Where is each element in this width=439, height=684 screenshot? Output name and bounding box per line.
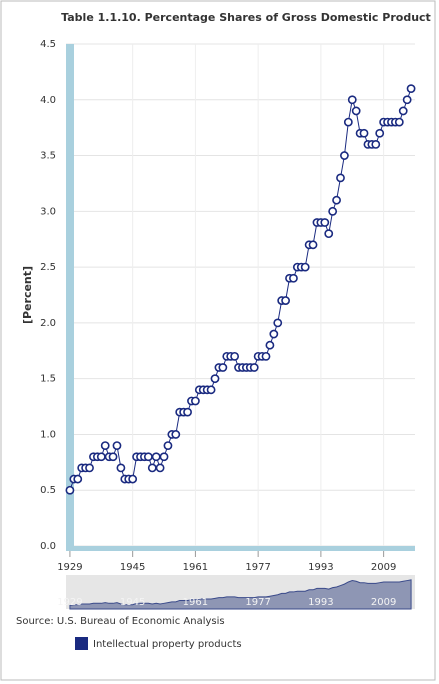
legend-swatch [75, 637, 88, 650]
x-axis-band [66, 546, 415, 551]
data-point [85, 463, 94, 473]
data-point [340, 151, 349, 160]
source: Source: U.S. Bureau of Economic Analysis [16, 616, 225, 627]
data-point [159, 452, 169, 462]
data-point [289, 273, 298, 283]
navigator-label: 1961 [183, 597, 208, 608]
navigator-label: 1945 [120, 597, 145, 608]
data-point [328, 206, 338, 216]
data-point [347, 95, 357, 105]
y-tick-label: 2.0 [40, 318, 56, 329]
chart-title: Table 1.1.10. Percentage Shares of Gross… [61, 11, 431, 24]
data-point [128, 474, 138, 484]
data-point [300, 262, 310, 272]
data-point [320, 218, 330, 227]
data-point [324, 229, 334, 239]
y-tick-label: 1.5 [40, 374, 56, 385]
data-point [163, 441, 173, 450]
data-point [230, 351, 240, 361]
data-point [183, 407, 192, 417]
data-point [402, 95, 412, 105]
data-point [371, 139, 381, 149]
data-point [281, 296, 290, 305]
data-point [155, 463, 165, 473]
data-point [351, 106, 361, 116]
data-point [206, 385, 216, 395]
navigator-label: 1993 [308, 597, 333, 608]
data-point [73, 474, 83, 484]
x-tick-label: 1945 [120, 562, 145, 573]
y-axis-band [66, 44, 74, 551]
data-point [269, 329, 279, 339]
data-point [336, 173, 345, 183]
data-point [332, 195, 341, 205]
data-point [359, 128, 369, 138]
data-point [151, 452, 161, 462]
data-point [100, 441, 110, 450]
data-point [143, 452, 153, 462]
data-point [308, 240, 318, 250]
y-tick-label: 2.5 [40, 262, 56, 273]
data-point [171, 430, 181, 439]
y-tick-label: 3.0 [40, 206, 56, 217]
x-tick-label: 1977 [245, 562, 270, 573]
data-point [343, 117, 353, 127]
navigator-label: 1977 [245, 597, 270, 608]
x-tick-label: 1929 [57, 562, 82, 573]
data-point [218, 363, 228, 372]
data-point [112, 441, 122, 450]
y-tick-label: 0.5 [40, 485, 56, 496]
data-point [65, 485, 75, 495]
y-tick-label: 3.5 [40, 151, 56, 162]
data-point [394, 117, 404, 127]
y-tick-label: 1.0 [40, 429, 56, 440]
data-point [191, 396, 200, 406]
navigator-area [69, 579, 412, 610]
plot-area [66, 44, 415, 546]
data-point [210, 374, 220, 384]
y-axis-label: [Percent] [21, 266, 34, 324]
data-point [265, 340, 275, 350]
y-tick-label: 0.0 [40, 541, 56, 552]
data-point [406, 84, 416, 94]
data-point [96, 452, 106, 462]
data-point [108, 452, 118, 462]
x-tick-label: 1993 [308, 562, 333, 573]
data-point [261, 351, 271, 361]
data-point [249, 363, 259, 372]
x-tick-label: 2009 [371, 562, 396, 573]
y-tick-label: 4.0 [40, 95, 56, 106]
y-tick-label: 4.5 [40, 39, 56, 50]
data-point [147, 463, 157, 473]
data-point [375, 128, 385, 138]
data-point [398, 106, 408, 116]
navigator-label: 2009 [371, 597, 396, 608]
data-point [273, 318, 283, 328]
legend-label: Intellectual property products [93, 639, 242, 650]
navigator-label: 1929 [57, 597, 82, 608]
data-point [116, 463, 126, 473]
x-tick-label: 1961 [183, 562, 208, 573]
